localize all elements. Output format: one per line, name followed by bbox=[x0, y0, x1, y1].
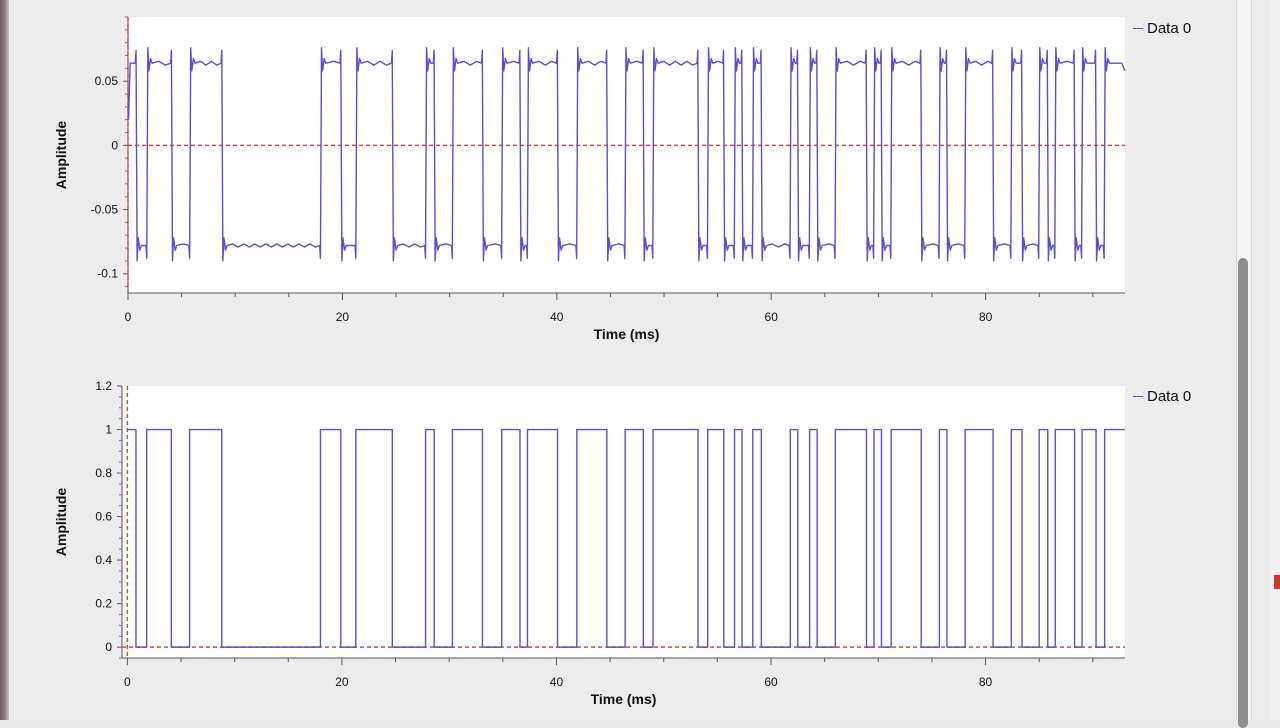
y-tick-label: 0.2 bbox=[95, 597, 112, 611]
y-tick-label: -0.1 bbox=[97, 267, 118, 281]
legend-swatch-icon bbox=[1133, 396, 1143, 397]
legend-bottom[interactable]: Data 0 bbox=[1133, 388, 1191, 405]
legend-series-label: Data 0 bbox=[1147, 20, 1192, 37]
window-edge bbox=[1271, 0, 1280, 720]
series-line-data-0 bbox=[127, 47, 1126, 262]
vertical-scrollbar-thumb[interactable] bbox=[1238, 258, 1248, 728]
x-tick-label: 0 bbox=[125, 310, 132, 324]
y-tick-label: 0.4 bbox=[95, 553, 112, 567]
x-tick-label: 60 bbox=[765, 310, 779, 324]
legend-top[interactable]: Data 0 bbox=[1133, 20, 1191, 37]
y-tick-label: 0 bbox=[105, 640, 112, 654]
legend-swatch-icon bbox=[1133, 28, 1143, 29]
plot-area bbox=[122, 386, 1125, 658]
x-tick-label: 80 bbox=[979, 675, 993, 689]
legend-series-label: Data 0 bbox=[1147, 388, 1192, 405]
x-tick-label: 20 bbox=[335, 675, 349, 689]
x-tick-label: 80 bbox=[979, 310, 993, 324]
resize-handle-icon bbox=[1274, 575, 1280, 589]
series-line-data-0 bbox=[127, 428, 1125, 648]
y-tick-label: -0.05 bbox=[91, 203, 119, 217]
desktop-background-strip bbox=[0, 0, 9, 720]
y-tick-label: 0.8 bbox=[95, 466, 112, 480]
digital-waveform-plot: 0 20 40 60 80 1.2 1 0.8 0.6 0.4 0.2 0 Time (ms) Ampli… bbox=[53, 379, 1125, 707]
y-axis-label: Amplitude bbox=[53, 121, 69, 190]
y-tick-label: 0.6 bbox=[95, 510, 112, 524]
y-tick-label: 0 bbox=[111, 138, 118, 152]
y-tick-label: 1.2 bbox=[95, 379, 112, 393]
y-tick-label: 0.05 bbox=[95, 74, 119, 88]
x-tick-label: 40 bbox=[550, 675, 564, 689]
analog-waveform-plot: 0 20 40 60 80 0.05 0 -0.05 -0.1 Time (ms) Amplitud… bbox=[53, 16, 1126, 342]
x-tick-label: 20 bbox=[336, 310, 350, 324]
x-tick-label: 40 bbox=[550, 310, 564, 324]
x-axis-label: Time (ms) bbox=[594, 326, 660, 342]
y-axis-label: Amplitude bbox=[53, 488, 69, 557]
x-axis-label: Time (ms) bbox=[591, 691, 657, 707]
y-tick-label: 1 bbox=[105, 423, 112, 437]
x-tick-label: 0 bbox=[124, 675, 131, 689]
x-tick-label: 60 bbox=[764, 675, 778, 689]
